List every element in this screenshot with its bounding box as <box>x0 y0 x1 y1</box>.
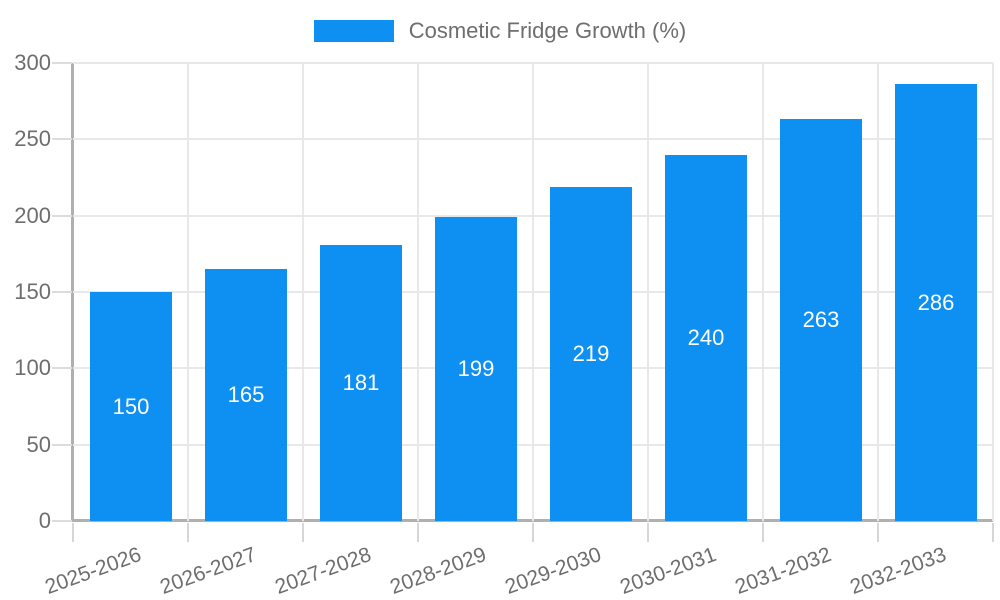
x-axis-tick-label: 2029-2030 <box>502 543 605 599</box>
bar[interactable]: 181 <box>320 245 402 521</box>
legend: Cosmetic Fridge Growth (%) <box>0 18 1000 44</box>
x-axis-tick-label: 2027-2028 <box>272 543 375 599</box>
y-axis-tick <box>52 291 72 293</box>
y-axis-tick-label: 100 <box>14 355 51 381</box>
bar[interactable]: 165 <box>205 269 287 521</box>
bar-value-label: 181 <box>342 370 380 395</box>
legend-swatch[interactable] <box>313 20 394 42</box>
x-axis-tick <box>877 523 879 542</box>
y-axis-tick-label: 200 <box>14 202 51 228</box>
bar[interactable]: 286 <box>895 84 977 521</box>
bar-value-label: 263 <box>802 307 840 332</box>
y-axis-line <box>71 63 74 521</box>
y-axis-tick-label: 0 <box>38 508 51 533</box>
bar-value-label: 286 <box>917 289 955 315</box>
x-axis-tick-label: 2032-2033 <box>847 543 950 599</box>
bar[interactable]: 240 <box>665 155 747 521</box>
legend-label[interactable]: Cosmetic Fridge Growth (%) <box>408 18 687 43</box>
x-axis-tick <box>187 523 189 542</box>
bar[interactable]: 199 <box>435 217 517 521</box>
gridline-vertical <box>532 63 534 521</box>
y-axis-tick <box>52 367 72 370</box>
bar-value-label: 240 <box>687 325 725 350</box>
x-axis-tick <box>72 523 74 542</box>
bar[interactable]: 263 <box>780 119 862 521</box>
bar-value-label: 219 <box>572 341 610 366</box>
y-axis-tick <box>52 520 72 522</box>
y-axis-tick <box>52 214 72 217</box>
bar[interactable]: 150 <box>90 292 172 521</box>
x-axis-tick <box>647 523 649 542</box>
gridline-vertical <box>647 63 649 521</box>
y-axis-tick-label: 250 <box>14 126 51 152</box>
y-axis-tick-label: 150 <box>14 279 51 304</box>
y-axis-tick <box>52 443 72 446</box>
bar[interactable]: 219 <box>550 187 632 521</box>
plot-area: 150 165 181 199 219 240 263 286 <box>52 62 994 542</box>
y-axis-tick <box>52 62 72 64</box>
x-axis-tick <box>417 523 419 542</box>
x-axis-tick-label: 2030-2031 <box>617 543 720 599</box>
bar-value-label: 199 <box>457 356 495 381</box>
x-axis-tick <box>992 523 994 542</box>
gridline-vertical <box>187 63 189 521</box>
bar-value-label: 165 <box>227 382 265 407</box>
x-axis-tick-label: 2026-2027 <box>157 543 260 599</box>
gridline-vertical <box>762 63 764 521</box>
y-axis-tick-label: 50 <box>26 431 51 457</box>
bar-value-label: 150 <box>112 393 150 419</box>
gridline-vertical <box>417 63 419 521</box>
x-axis-tick <box>762 523 764 542</box>
x-axis-tick <box>532 523 534 542</box>
gridline-vertical <box>992 63 994 521</box>
gridline-vertical <box>877 63 879 521</box>
y-axis-tick-label: 300 <box>14 50 51 75</box>
gridline-vertical <box>302 63 304 521</box>
x-axis-tick-label: 2025-2026 <box>42 543 145 599</box>
x-axis-tick-label: 2031-2032 <box>732 543 835 599</box>
x-axis-tick <box>302 523 304 542</box>
y-axis-tick <box>52 138 72 141</box>
x-axis-tick-label: 2028-2029 <box>387 543 490 599</box>
